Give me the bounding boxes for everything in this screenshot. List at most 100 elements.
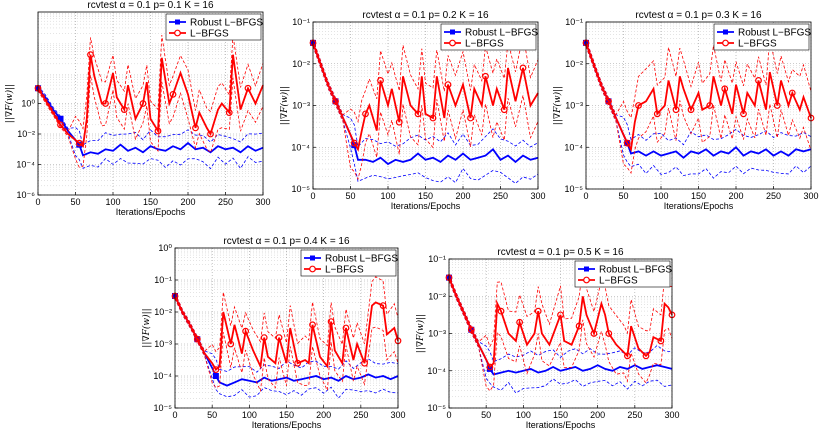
data-point-lbfgs	[192, 124, 199, 132]
data-point-lbfgs	[755, 77, 762, 84]
legend-marker-square	[584, 266, 589, 272]
axes-frame	[174, 247, 399, 409]
x-tick-label: 250	[627, 410, 642, 420]
x-axis-label: Iterations/Epochs	[526, 420, 596, 430]
chart-title: rcvtest α = 0.1 p= 0.2 K = 16	[362, 10, 489, 21]
y-tick-label: 10⁻⁴	[16, 160, 35, 170]
data-point-lbfgs	[687, 106, 695, 114]
y-tick-label: 10⁻³	[154, 339, 172, 349]
data-point-lbfgs	[482, 72, 489, 80]
y-tick-label: 10⁻⁵	[565, 184, 584, 194]
y-tick-label: 10⁻²	[292, 59, 310, 69]
series-line-lbfgs	[585, 42, 812, 152]
legend-marker-circle	[309, 265, 316, 273]
y-axis-label: ||∇F(w)||	[141, 308, 152, 347]
chart-panel-5: 10⁻⁵ 10⁻⁴ 10⁻³ 10⁻² 10⁻¹ 0 50 100 150 200 250 300 rc…	[415, 247, 680, 430]
chart-title: rcvtest α = 0.1 p= 0.1 K = 16	[87, 0, 214, 11]
data-point-lbfgs	[642, 352, 650, 360]
series-band-robust	[585, 46, 812, 179]
data-point-lbfgs	[260, 334, 268, 342]
y-tick-label: 10⁻²	[17, 129, 35, 139]
series-line-lbfgs	[37, 54, 264, 148]
x-tick-label: 250	[493, 191, 508, 201]
chart-title: rcvtest α = 0.1 p= 0.4 K = 16	[223, 236, 350, 247]
x-tick-label: 200	[590, 410, 605, 420]
x-tick-label: 300	[664, 410, 679, 420]
x-tick-label: 300	[255, 197, 270, 207]
data-point-lbfgs	[414, 110, 422, 118]
series-band-lbfgs	[37, 34, 264, 133]
y-tick-label: 10⁻⁴	[291, 142, 310, 152]
series-band-lbfgs	[312, 34, 539, 124]
data-point-lbfgs	[212, 366, 220, 374]
x-axis-label: Iterations/Epochs	[391, 201, 461, 211]
x-tick-label: 50	[70, 197, 80, 207]
series-band-lbfgs	[174, 298, 399, 393]
legend-label: Robust L−BFGS	[190, 18, 263, 29]
x-tick-label: 0	[310, 191, 315, 201]
legend-label: L−BFGS	[599, 276, 638, 287]
y-tick-label: 10⁻⁵	[292, 184, 311, 194]
x-tick-label: 200	[455, 191, 470, 201]
data-point-lbfgs	[534, 307, 542, 315]
data-point-lbfgs	[516, 318, 524, 326]
data-point-lbfgs	[361, 359, 368, 367]
data-point-lbfgs	[275, 334, 283, 342]
series-band-lbfgs	[585, 46, 812, 175]
chart-panel-3: 10⁻⁵ 10⁻⁴ 10⁻³ 10⁻² 10⁻¹ 0 50 100 150 200 250 300 rc…	[552, 10, 819, 211]
data-point-lbfgs	[721, 85, 729, 93]
legend-box	[300, 249, 397, 277]
legend-label: L−BFGS	[325, 265, 364, 276]
y-tick-label: 10⁻²	[565, 59, 583, 69]
data-point-lbfgs	[362, 110, 369, 118]
data-point-lbfgs	[500, 106, 508, 114]
data-point-lbfgs	[227, 340, 235, 348]
data-point-lbfgs	[653, 110, 661, 118]
y-tick-label: 10⁻³	[428, 329, 446, 339]
data-point-lbfgs	[242, 327, 250, 335]
y-tick-label: 10⁻⁵	[428, 403, 447, 413]
legend-label: Robust L−BFGS	[599, 265, 672, 276]
legend-label: Robust L−BFGS	[465, 28, 538, 39]
data-point-lbfgs	[519, 64, 527, 72]
x-tick-label: 150	[418, 191, 433, 201]
data-point-lbfgs	[624, 352, 631, 360]
data-point-lbfgs	[225, 109, 233, 117]
y-axis-label: ||∇F(w)||	[4, 84, 15, 123]
x-tick-label: 0	[446, 410, 451, 420]
data-point-lbfgs	[120, 106, 128, 113]
x-tick-label: 50	[207, 410, 217, 420]
series-band-robust	[174, 298, 399, 399]
data-point-lbfgs	[294, 359, 302, 367]
data-point-lbfgs	[139, 100, 147, 107]
legend-label: L−BFGS	[465, 39, 504, 50]
y-tick-label: 10⁻¹	[565, 17, 583, 27]
x-tick-label: 100	[242, 410, 257, 420]
series-band-robust	[37, 85, 264, 146]
data-point-lbfgs	[467, 114, 474, 122]
data-point-robust	[212, 373, 219, 379]
y-tick-label: 10⁻⁴	[564, 142, 583, 152]
y-tick-label: 10⁻³	[292, 101, 310, 111]
series-band-lbfgs	[312, 46, 539, 181]
legend-label: Robust L−BFGS	[738, 28, 811, 39]
legend-marker-circle	[174, 29, 181, 37]
chart-panel-2: 10⁻⁵ 10⁻⁴ 10⁻³ 10⁻² 10⁻¹ 0 50 100 150 200 250 300 rc…	[279, 10, 546, 211]
data-point-lbfgs	[657, 337, 665, 345]
data-point-lbfgs	[350, 139, 358, 147]
x-tick-label: 0	[172, 410, 177, 420]
y-tick-label: 10⁻⁴	[427, 366, 446, 376]
axes-frame	[312, 21, 539, 190]
data-point-lbfgs	[244, 84, 252, 92]
x-axis-label: Iterations/Epochs	[252, 420, 322, 430]
x-tick-label: 150	[553, 410, 568, 420]
data-point-lbfgs	[590, 330, 598, 337]
x-tick-label: 200	[316, 410, 331, 420]
data-point-lbfgs	[332, 97, 339, 105]
data-point-lbfgs	[207, 130, 214, 138]
y-tick-label: 10⁰	[21, 99, 35, 109]
x-tick-label: 50	[618, 191, 628, 201]
